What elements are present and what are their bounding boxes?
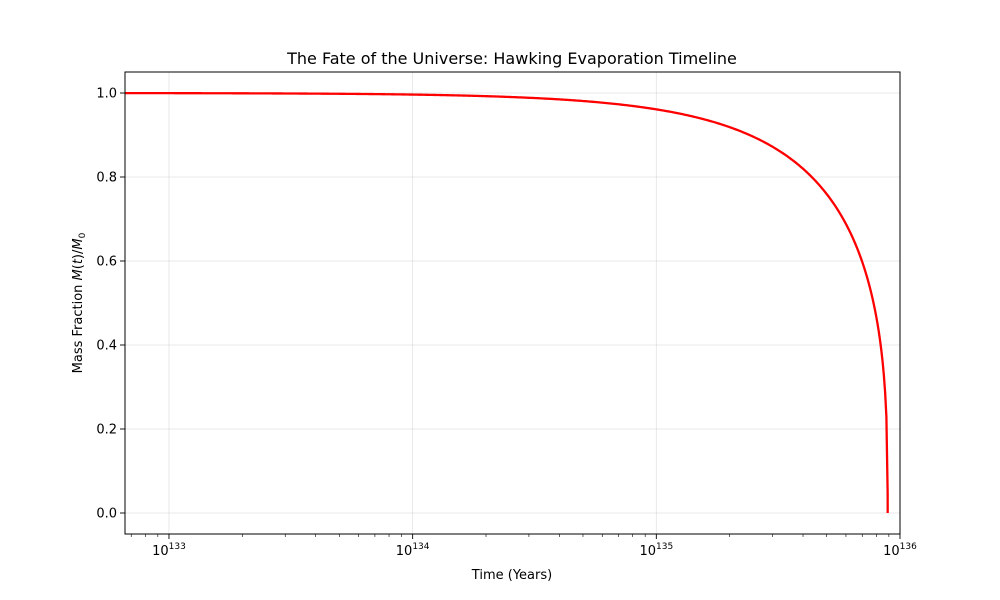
y-axis-label: Mass Fraction M(t)/M0: [71, 232, 88, 373]
x-tick-label: 10136: [883, 542, 917, 559]
y-ticks: 0.0 0.2 0.4 0.6 0.8 1.0: [96, 87, 125, 522]
x-ticks: 10133 10134 10135 10136: [130, 534, 917, 559]
x-tick-label: 10133: [152, 542, 186, 559]
grid: [125, 72, 901, 534]
mass-fraction-line: [124, 91, 889, 513]
y-tick-label: 0.4: [96, 339, 117, 354]
x-tick-label: 10135: [639, 542, 673, 559]
plot-frame: [124, 71, 901, 535]
x-tick-label: 10134: [396, 542, 430, 559]
y-tick-label: 0.8: [96, 171, 117, 186]
y-tick-label: 0.6: [96, 255, 117, 270]
x-axis-label: Time (Years): [471, 568, 552, 583]
y-tick-label: 0.2: [96, 423, 117, 438]
chart-title: The Fate of the Universe: Hawking Evapor…: [286, 49, 737, 68]
y-tick-label: 1.0: [96, 87, 117, 102]
curve-layer: [124, 91, 889, 513]
y-tick-label: 0.0: [96, 507, 117, 522]
